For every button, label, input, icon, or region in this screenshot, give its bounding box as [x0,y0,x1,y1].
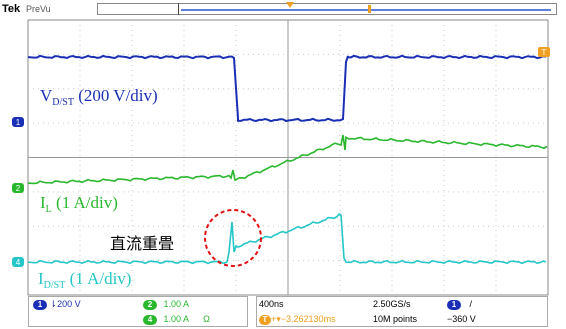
il-label: IL (1 A/div) [40,193,118,215]
record-window-line [181,9,551,11]
record-length-readout: 10M points [373,314,418,324]
acquisition-panel[interactable]: 400ns 2.50GS/s 1 / T +▾−3.262130ms 10M po… [256,296,548,327]
trigger-level-marker: T [538,47,550,57]
acquisition-mode: PreVu [26,4,51,14]
top-bar: Tek PreVu [0,0,566,20]
ch2-waveform-il [27,134,548,185]
dc-overlap-highlight-circle [204,209,262,267]
trigger-position-icon [286,2,294,8]
ch2-ground-marker: 2 [12,183,24,193]
record-view-bar[interactable] [97,2,557,15]
status-bar: 1 ⇂200 V 2 1.00 A 4 1.00 A Ω 400ns 2.50G… [28,296,548,327]
ch4-ground-marker: 4 [12,257,24,267]
channel-settings-panel[interactable]: 1 ⇂200 V 2 1.00 A 4 1.00 A Ω [28,296,248,327]
ch1-waveform-vdst [27,54,547,123]
vdst-label: VD/ST (200 V/div) [40,86,158,108]
timebase-readout[interactable]: 400ns [259,299,284,309]
sample-rate-readout: 2.50GS/s [373,299,411,309]
svg-text:T: T [542,48,547,57]
svg-text:2: 2 [16,184,21,193]
trigger-source[interactable]: 1 / [447,299,472,310]
ch4-status[interactable]: 4 1.00 A Ω [143,314,210,325]
ch4-waveform-idst [27,212,547,265]
cursor-marker-icon [368,5,371,13]
horizontal-position-readout[interactable]: T +▾−3.262130ms [259,314,336,325]
graticule-grid [28,20,548,295]
ch1-status[interactable]: 1 ⇂200 V [33,299,81,310]
record-start-marker [178,3,179,15]
idst-label: ID/ST (1 A/div) [38,269,131,291]
brand-logo: Tek [2,3,21,15]
svg-text:4: 4 [16,258,21,267]
ch2-status[interactable]: 2 1.00 A [143,299,189,310]
svg-text:1: 1 [16,118,21,127]
dc-overlap-annotation: 直流重畳 [110,234,174,253]
ch1-ground-marker: 1 [12,117,24,127]
trigger-level-readout[interactable]: −360 V [447,314,476,324]
